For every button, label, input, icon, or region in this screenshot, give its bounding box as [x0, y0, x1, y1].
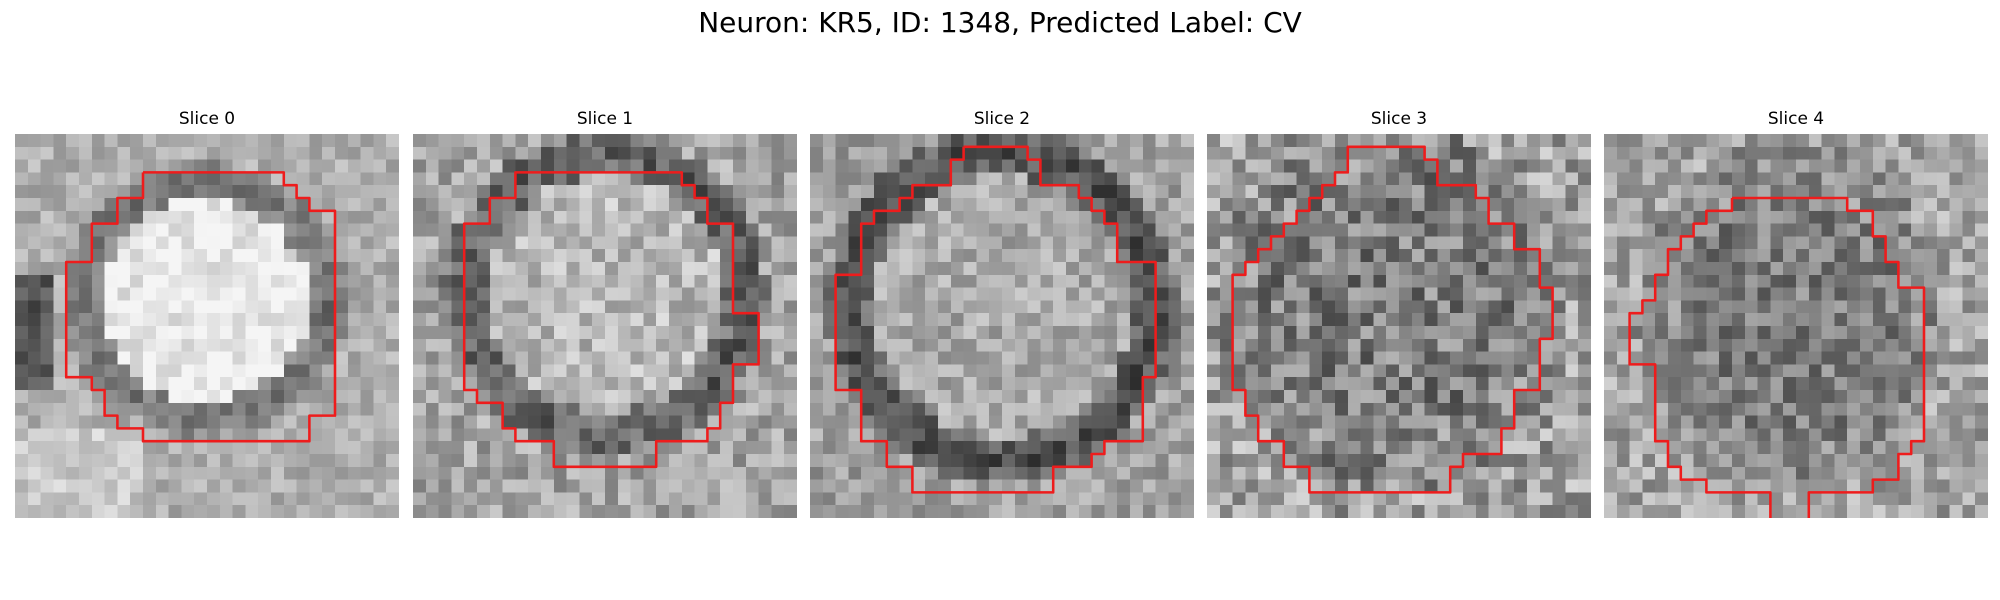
- slice-image: [810, 134, 1194, 518]
- panel-title: Slice 3: [1370, 109, 1428, 129]
- slice-image: [15, 134, 399, 518]
- panel-title: Slice 0: [178, 109, 236, 129]
- panel-title: Slice 1: [576, 109, 634, 129]
- panel-slice-4: Slice 4: [1604, 107, 1988, 518]
- segmentation-contour: [1628, 198, 1772, 518]
- slice-image: [1207, 134, 1591, 518]
- segmentation-contour: [64, 171, 337, 443]
- segmentation-contour: [462, 171, 760, 469]
- segmentation-contour: [1732, 196, 1926, 518]
- segmentation-contour: [834, 145, 1157, 494]
- panel-slice-0: Slice 0: [15, 107, 399, 518]
- figure-title: Neuron: KR5, ID: 1348, Predicted Label: …: [698, 6, 1302, 39]
- slice-image: [1604, 134, 1988, 518]
- panel-slice-2: Slice 2: [810, 107, 1194, 518]
- panel-title: Slice 2: [973, 109, 1031, 129]
- panel-slice-3: Slice 3: [1207, 107, 1591, 518]
- slice-image: [413, 134, 797, 518]
- panel-slice-1: Slice 1: [413, 107, 797, 518]
- segmentation-contour: [1231, 145, 1554, 494]
- panel-title: Slice 4: [1767, 109, 1825, 129]
